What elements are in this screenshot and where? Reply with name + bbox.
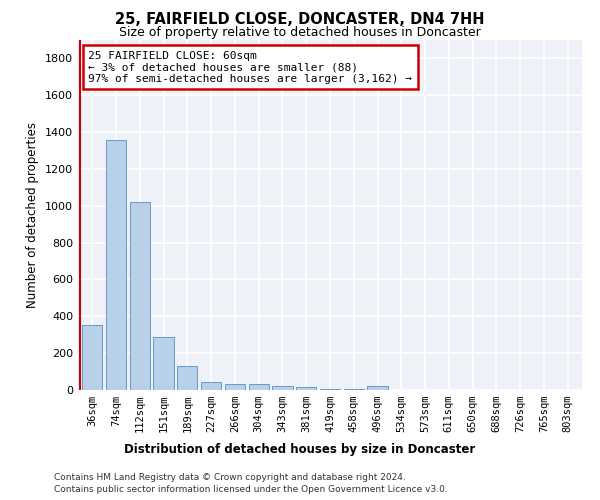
Bar (248, 384, 269, 390)
Bar (154, 336, 173, 390)
Bar (82, 324, 103, 390)
Bar (106, 140, 126, 390)
Bar (296, 387, 316, 390)
Text: 25, FAIRFIELD CLOSE, DONCASTER, DN4 7HH: 25, FAIRFIELD CLOSE, DONCASTER, DN4 7HH (115, 12, 485, 28)
Bar (272, 386, 293, 390)
Bar (320, 389, 340, 390)
Text: Contains public sector information licensed under the Open Government Licence v3: Contains public sector information licen… (54, 485, 448, 494)
Y-axis label: Number of detached properties: Number of detached properties (26, 122, 40, 308)
Bar (177, 366, 197, 390)
Text: 25 FAIRFIELD CLOSE: 60sqm
← 3% of detached houses are smaller (88)
97% of semi-d: 25 FAIRFIELD CLOSE: 60sqm ← 3% of detach… (88, 50, 412, 84)
Text: Size of property relative to detached houses in Doncaster: Size of property relative to detached ho… (119, 26, 481, 39)
Text: Contains HM Land Registry data © Crown copyright and database right 2024.: Contains HM Land Registry data © Crown c… (54, 472, 406, 482)
Bar (201, 382, 221, 390)
Text: Distribution of detached houses by size in Doncaster: Distribution of detached houses by size … (124, 442, 476, 456)
Bar (367, 386, 388, 390)
Bar (225, 384, 245, 390)
Bar (130, 202, 150, 390)
